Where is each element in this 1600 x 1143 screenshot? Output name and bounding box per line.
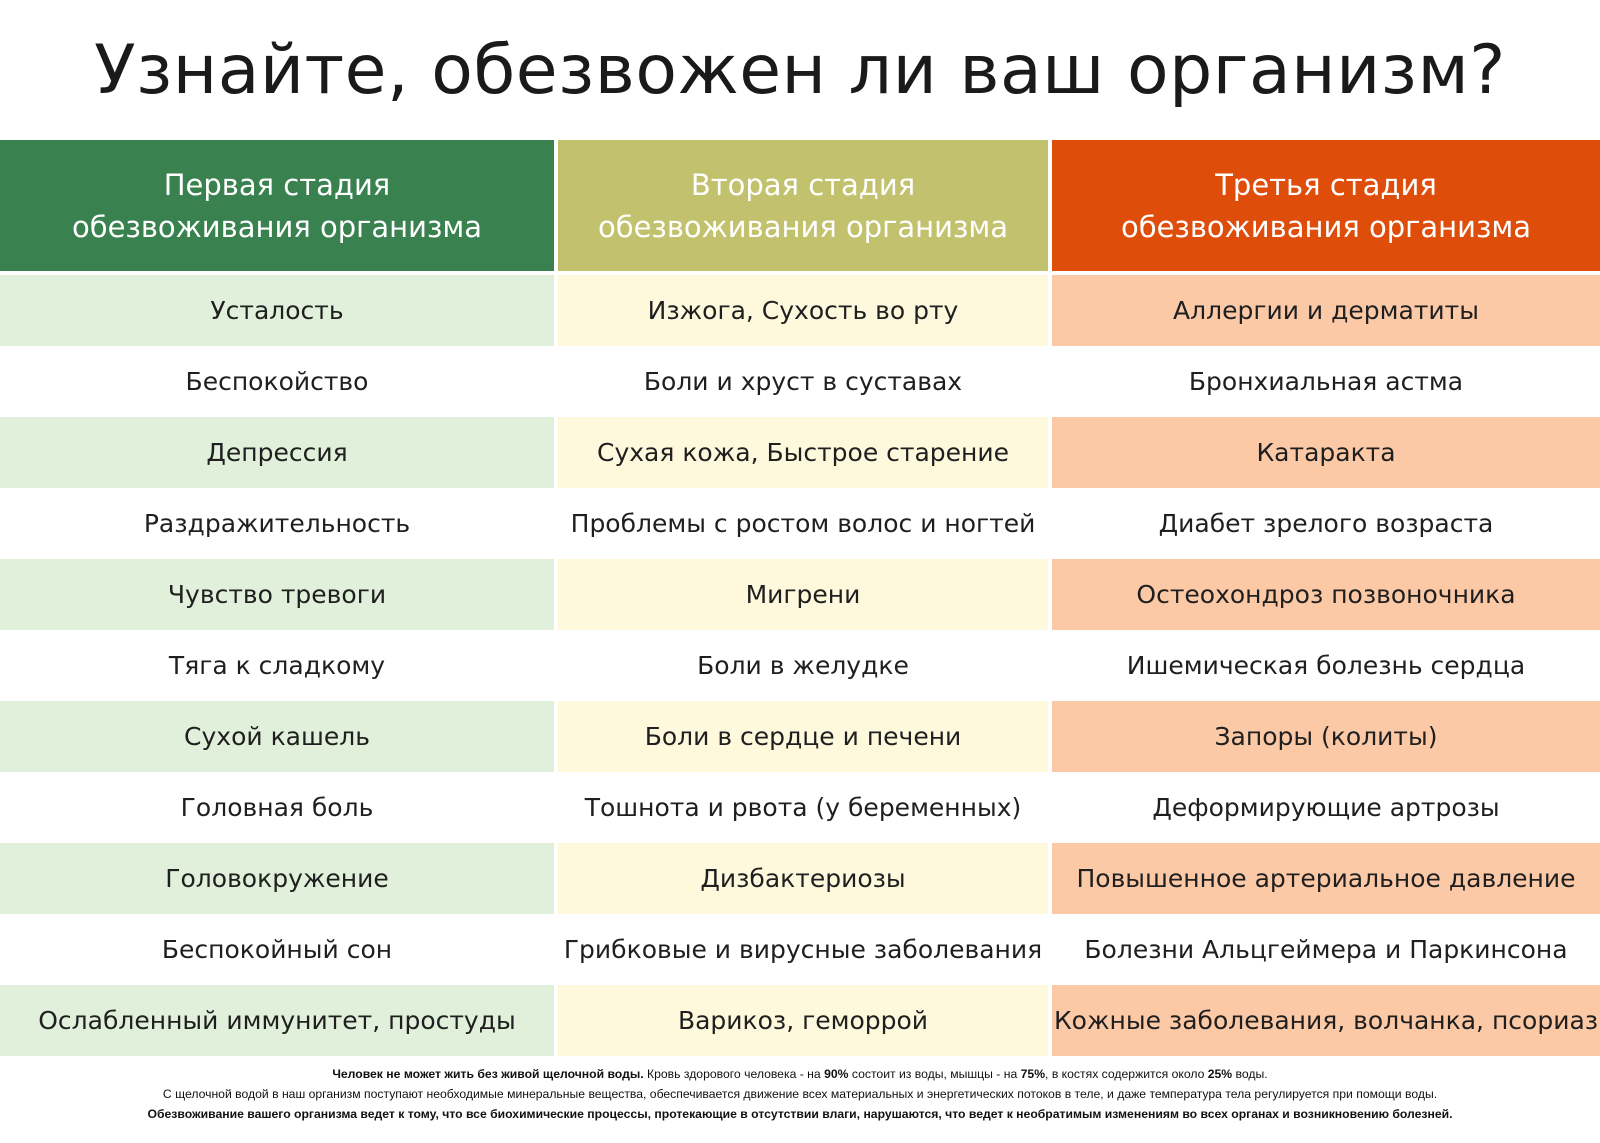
stage-3-symptom: Кожные заболевания, волчанка, псориаз	[1052, 985, 1600, 1056]
stage-1-symptom: Беспокойный сон	[0, 914, 554, 985]
stage-3-symptom: Ишемическая болезнь сердца	[1052, 630, 1600, 701]
stage-3-symptom: Деформирующие артрозы	[1052, 772, 1600, 843]
footer-line-3: Обезвоживание вашего организма ведет к т…	[147, 1107, 1453, 1121]
stage-1-header: Первая стадия обезвоживания организма	[0, 140, 554, 271]
stage-1-symptom: Тяга к сладкому	[0, 630, 554, 701]
stage-1-symptom: Головокружение	[0, 843, 554, 914]
dehydration-stages-table: Первая стадия обезвоживания организма Уста…	[0, 140, 1600, 1056]
stage-1-symptom: Ослабленный иммунитет, простуды	[0, 985, 554, 1056]
footer-muscle-percent: 75%	[1020, 1067, 1046, 1081]
header-gap	[558, 271, 1048, 275]
stage-1-symptom: Депрессия	[0, 417, 554, 488]
footer-line-1-text-c: состоит из воды, мышцы - на	[848, 1067, 1021, 1081]
stage-3-column: Третья стадия обезвоживания организма Алле…	[1048, 140, 1600, 1056]
header-gap	[1052, 271, 1600, 275]
stage-2-symptom: Сухая кожа, Быстрое старение	[558, 417, 1048, 488]
stage-2-symptom: Тошнота и рвота (у беременных)	[558, 772, 1048, 843]
stage-2-symptom: Проблемы с ростом волос и ногтей	[558, 488, 1048, 559]
footer-line-1-bold: Человек не может жить без живой щелочной…	[332, 1067, 644, 1081]
footer-line-1-text-d: , в костях содержится около	[1045, 1067, 1208, 1081]
stage-2-symptom: Изжога, Сухость во рту	[558, 275, 1048, 346]
stage-2-symptom: Грибковые и вирусные заболевания	[558, 914, 1048, 985]
stage-3-header: Третья стадия обезвоживания организма	[1052, 140, 1600, 271]
footer-note: Человек не может жить без живой щелочной…	[0, 1064, 1600, 1124]
stage-2-column: Вторая стадия обезвоживания организма Изжо…	[554, 140, 1048, 1056]
stage-1-symptom: Раздражительность	[0, 488, 554, 559]
footer-bone-percent: 25%	[1207, 1067, 1233, 1081]
footer-line-2: С щелочной водой в наш организм поступаю…	[162, 1087, 1438, 1101]
stage-3-header-line-2: обезвоживания организма	[1120, 209, 1532, 244]
footer-line-1: Человек не может жить без живой щелочной…	[0, 1064, 1600, 1084]
stage-1-symptom: Головная боль	[0, 772, 554, 843]
stage-1-symptom: Чувство тревоги	[0, 559, 554, 630]
stage-3-symptom: Повышенное артериальное давление	[1052, 843, 1600, 914]
stage-3-symptom: Бронхиальная астма	[1052, 346, 1600, 417]
stage-3-symptom: Катаракта	[1052, 417, 1600, 488]
stage-2-symptom: Боли в сердце и печени	[558, 701, 1048, 772]
stage-2-header: Вторая стадия обезвоживания организма	[558, 140, 1048, 271]
stage-1-symptom: Усталость	[0, 275, 554, 346]
stage-3-symptom: Аллергии и дерматиты	[1052, 275, 1600, 346]
footer-line-1-text-e: воды.	[1232, 1067, 1268, 1081]
stage-3-header-line-1: Третья стадия	[1215, 167, 1437, 202]
stage-2-header-line-1: Вторая стадия	[690, 167, 916, 202]
stage-2-symptom: Дизбактериозы	[558, 843, 1048, 914]
stage-2-symptom: Мигрени	[558, 559, 1048, 630]
footer-blood-percent: 90%	[824, 1067, 849, 1081]
stage-1-header-line-2: обезвоживания организма	[71, 209, 483, 244]
stage-3-symptom: Остеохондроз позвоночника	[1052, 559, 1600, 630]
stage-3-symptom: Запоры (колиты)	[1052, 701, 1600, 772]
stage-1-symptom: Сухой кашель	[0, 701, 554, 772]
stage-2-symptom: Варикоз, геморрой	[558, 985, 1048, 1056]
header-gap	[0, 271, 554, 275]
footer-line-1-text-a: Кровь здорового человека - на	[643, 1067, 825, 1081]
stage-3-symptom: Болезни Альцгеймера и Паркинсона	[1052, 914, 1600, 985]
stage-1-symptom: Беспокойство	[0, 346, 554, 417]
page-title: Узнайте, обезвожен ли ваш организм?	[94, 30, 1506, 110]
stage-2-symptom: Боли в желудке	[558, 630, 1048, 701]
stage-3-symptom: Диабет зрелого возраста	[1052, 488, 1600, 559]
stage-2-header-line-2: обезвоживания организма	[597, 209, 1009, 244]
stage-1-header-line-1: Первая стадия	[163, 167, 391, 202]
stage-2-symptom: Боли и хруст в суставах	[558, 346, 1048, 417]
stage-1-column: Первая стадия обезвоживания организма Уста…	[0, 140, 554, 1056]
